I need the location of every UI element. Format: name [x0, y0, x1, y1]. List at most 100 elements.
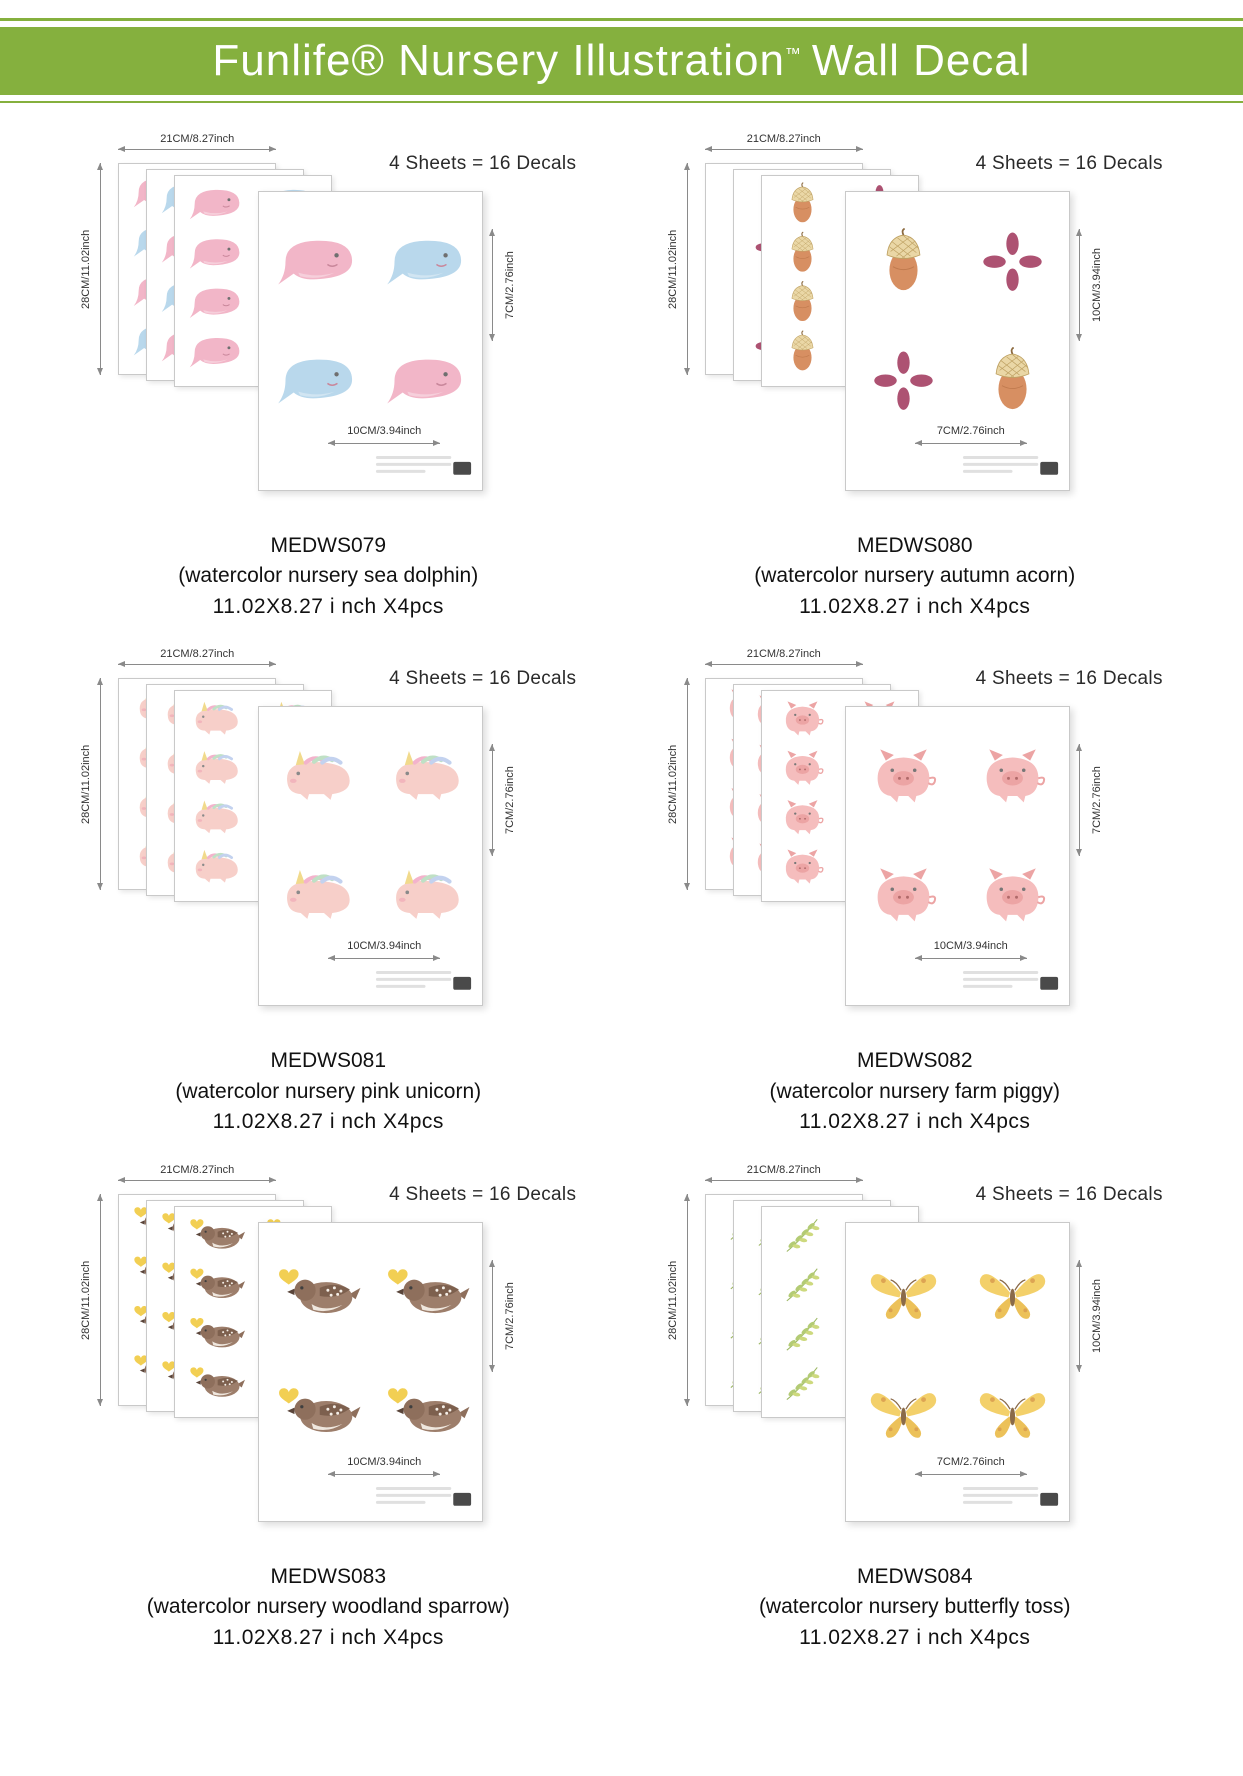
product-size: 11.02X8.27 i nch X4pcs — [799, 594, 1031, 618]
sheet-stack: 21CM/8.27inch 28CM/11.02inch 4 Sheets = … — [78, 1164, 578, 1556]
decal-width-label: 10CM/3.94inch — [347, 940, 422, 953]
sheet-width-label: 21CM/8.27inch — [746, 133, 821, 145]
decal-sheet-front — [844, 191, 1070, 491]
product-name: (watercolor nursery pink unicorn) — [175, 1079, 482, 1103]
product-code: MEDWS079 — [270, 534, 387, 557]
decal-height-label: 7CM/2.76inch — [504, 251, 517, 319]
sheet-width-label: 21CM/8.27inch — [160, 648, 235, 661]
product-code: MEDWS081 — [270, 1049, 386, 1073]
width-dimension-line — [118, 661, 277, 668]
product-name: (watercolor nursery autumn acorn) — [754, 564, 1076, 588]
decal-height-dimension-line — [1075, 229, 1082, 341]
sheet-stack: 21CM/8.27inch 28CM/11.02inch 4 Sheets = … — [665, 133, 1165, 525]
sheet-width-label: 21CM/8.27inch — [746, 648, 821, 661]
sheets-count-label: 4 Sheets = 16 Decals — [389, 1183, 577, 1205]
decal-height-label: 7CM/2.76inch — [1090, 766, 1103, 835]
header-rule-bottom — [0, 101, 1243, 103]
decal-width-label: 10CM/3.94inch — [347, 1455, 422, 1468]
height-dimension-line — [97, 678, 104, 891]
decal-height-label: 10CM/3.94inch — [1090, 1278, 1103, 1353]
product-caption: MEDWS080 (watercolor nursery autumn acor… — [754, 531, 1075, 622]
width-dimension-line — [118, 146, 277, 152]
product-name: (watercolor nursery farm piggy) — [769, 1079, 1061, 1103]
decal-width-dimension-line — [914, 440, 1027, 446]
product-card-medws084: 21CM/8.27inch 28CM/11.02inch 4 Sheets = … — [635, 1164, 1196, 1653]
sheet-height-label: 28CM/11.02inch — [80, 229, 93, 309]
sheet-width-label: 21CM/8.27inch — [160, 1163, 235, 1176]
sheet-stack: 21CM/8.27inch 28CM/11.02inch 4 Sheets = … — [665, 648, 1165, 1040]
sheets-count-label: 4 Sheets = 16 Decals — [975, 153, 1163, 174]
decal-sheet-front — [258, 706, 484, 1007]
sheet-artwork-front — [277, 239, 472, 475]
product-code: MEDWS084 — [856, 1564, 973, 1588]
decal-width-label: 7CM/2.76inch — [936, 1455, 1005, 1468]
width-dimension-line — [704, 1176, 863, 1183]
product-name: (watercolor nursery woodland sparrow) — [146, 1595, 510, 1619]
width-dimension-line — [704, 146, 863, 152]
sheet-width-label: 21CM/8.27inch — [746, 1163, 821, 1176]
decal-height-label: 10CM/3.94inch — [1090, 248, 1103, 322]
product-caption: MEDWS081 (watercolor nursery pink unicor… — [175, 1046, 481, 1137]
decal-width-label: 10CM/3.94inch — [347, 425, 422, 437]
sheet-width-label: 21CM/8.27inch — [160, 133, 235, 145]
product-card-medws083: 21CM/8.27inch 28CM/11.02inch 4 Sheets = … — [48, 1164, 609, 1653]
sheet-artwork-front — [874, 228, 1058, 475]
sheet-artwork-front — [279, 1268, 472, 1506]
decal-height-dimension-line — [1075, 744, 1082, 857]
page-header: Funlife® Nursery Illustration™ Wall Decal — [0, 18, 1243, 103]
product-code: MEDWS080 — [856, 534, 973, 557]
decal-width-dimension-line — [328, 1470, 441, 1477]
product-card-medws080: 21CM/8.27inch 28CM/11.02inch 4 Sheets = … — [635, 133, 1196, 622]
product-caption: MEDWS082 (watercolor nursery farm piggy)… — [769, 1046, 1060, 1137]
decal-sheet-front — [844, 1221, 1070, 1522]
decal-sheet-front — [258, 1221, 484, 1522]
title-suffix: Wall Decal — [811, 36, 1031, 85]
decal-height-dimension-line — [1075, 1259, 1082, 1372]
decal-height-label: 7CM/2.76inch — [504, 1281, 517, 1350]
product-card-medws081: 21CM/8.27inch 28CM/11.02inch 4 Sheets = … — [48, 648, 609, 1137]
width-dimension-line — [118, 1176, 277, 1183]
decal-sheet-front — [844, 706, 1070, 1007]
decal-height-dimension-line — [489, 744, 496, 857]
sheet-artwork-front — [259, 707, 472, 991]
product-caption: MEDWS079 (watercolor nursery sea dolphin… — [178, 531, 478, 622]
sheets-count-label: 4 Sheets = 16 Decals — [975, 1183, 1163, 1205]
product-size: 11.02X8.27 i nch X4pcs — [799, 1110, 1031, 1134]
decal-width-dimension-line — [328, 955, 441, 962]
height-dimension-line — [97, 1193, 104, 1406]
decal-height-label: 7CM/2.76inch — [504, 766, 517, 835]
sheet-artwork-front — [869, 1273, 1058, 1506]
product-card-medws082: 21CM/8.27inch 28CM/11.02inch 4 Sheets = … — [635, 648, 1196, 1137]
product-code: MEDWS082 — [856, 1049, 973, 1073]
decal-width-dimension-line — [328, 440, 441, 446]
height-dimension-line — [97, 163, 104, 375]
decal-width-label: 10CM/3.94inch — [933, 940, 1008, 953]
sheet-height-label: 28CM/11.02inch — [666, 229, 679, 309]
product-caption: MEDWS083 (watercolor nursery woodland sp… — [147, 1562, 510, 1653]
sheets-count-label: 4 Sheets = 16 Decals — [975, 668, 1163, 690]
sheet-artwork-front — [876, 748, 1058, 991]
sheet-height-label: 28CM/11.02inch — [666, 1259, 679, 1340]
product-caption: MEDWS084 (watercolor nursery butterfly t… — [759, 1562, 1071, 1653]
decal-width-dimension-line — [914, 1470, 1027, 1477]
sheets-count-label: 4 Sheets = 16 Decals — [389, 153, 577, 174]
decal-height-dimension-line — [489, 229, 496, 341]
sheet-height-label: 28CM/11.02inch — [666, 744, 679, 824]
brand-title: Funlife® Nursery Illustration — [212, 36, 785, 85]
height-dimension-line — [683, 1193, 690, 1406]
decal-height-dimension-line — [489, 1259, 496, 1372]
product-size: 11.02X8.27 i nch X4pcs — [212, 594, 444, 618]
product-size: 11.02X8.27 i nch X4pcs — [799, 1625, 1031, 1649]
sheet-height-label: 28CM/11.02inch — [80, 744, 93, 824]
decal-sheet-front — [258, 191, 484, 491]
header-rule-top — [0, 18, 1243, 21]
height-dimension-line — [683, 163, 690, 375]
header-band: Funlife® Nursery Illustration™ Wall Decal — [0, 27, 1243, 95]
sheet-stack: 21CM/8.27inch 28CM/11.02inch 4 Sheets = … — [665, 1164, 1165, 1556]
sheet-stack: 21CM/8.27inch 28CM/11.02inch 4 Sheets = … — [78, 133, 578, 525]
height-dimension-line — [683, 678, 690, 891]
page-title: Funlife® Nursery Illustration™ Wall Decal — [212, 36, 1030, 86]
sheets-count-label: 4 Sheets = 16 Decals — [389, 668, 577, 690]
product-grid: 21CM/8.27inch 28CM/11.02inch 4 Sheets = … — [0, 103, 1243, 1677]
product-name: (watercolor nursery butterfly toss) — [758, 1595, 1071, 1619]
